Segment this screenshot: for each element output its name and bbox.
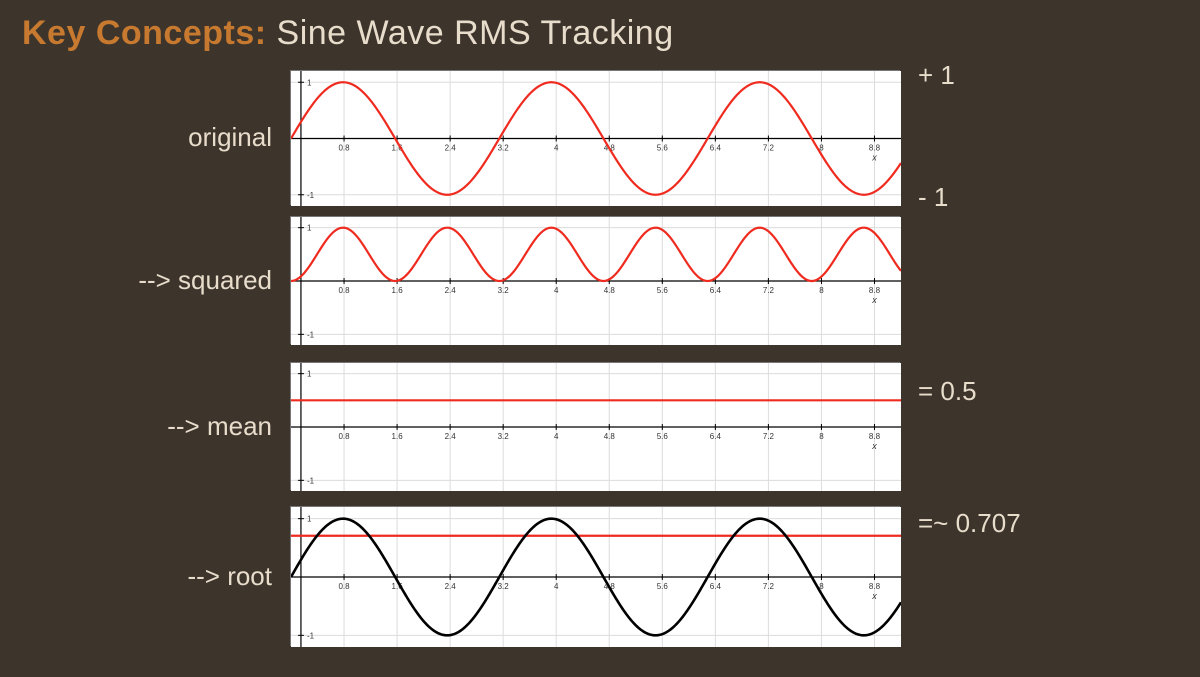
y-tick-label: 1 [307, 370, 312, 379]
chart-wrap-root: 0.81.62.43.244.85.66.47.288.8-11x [290, 506, 900, 646]
x-tick-label: 8.8 [869, 144, 881, 153]
x-tick-label: 4.8 [604, 286, 616, 295]
x-tick-label: 0.8 [338, 286, 350, 295]
x-tick-label: 2.4 [445, 286, 457, 295]
annotation-mean-0: = 0.5 [918, 376, 977, 407]
slide-title: Key Concepts: Sine Wave RMS Tracking [22, 14, 674, 53]
x-tick-label: 5.6 [657, 286, 669, 295]
row-label-squared: --> squared [0, 265, 290, 296]
x-axis-label: x [871, 591, 877, 601]
x-tick-label: 3.2 [498, 432, 510, 441]
x-tick-label: 7.2 [763, 432, 775, 441]
x-tick-label: 6.4 [710, 582, 722, 591]
x-axis-label: x [871, 441, 877, 451]
x-tick-label: 8.8 [869, 432, 881, 441]
x-tick-label: 4.8 [604, 432, 616, 441]
x-tick-label: 2.4 [445, 582, 457, 591]
y-tick-label: 1 [307, 224, 312, 233]
x-tick-label: 8.8 [869, 286, 881, 295]
annotation-root-0: =~ 0.707 [918, 508, 1021, 539]
x-tick-label: 5.6 [657, 582, 669, 591]
x-tick-label: 7.2 [763, 582, 775, 591]
x-tick-label: 3.2 [498, 582, 510, 591]
x-tick-label: 0.8 [338, 582, 350, 591]
y-tick-label: -1 [307, 330, 315, 339]
row-label-original: original [0, 122, 290, 153]
chart-wrap-original: 0.81.62.43.244.85.66.47.288.8-11x [290, 70, 900, 205]
row-original: original0.81.62.43.244.85.66.47.288.8-11… [0, 70, 1200, 205]
row-label-root: --> root [0, 561, 290, 592]
y-tick-label: 1 [307, 78, 312, 87]
mean-chart: 0.8 1.6 2.4 3.2 4 4.8 5.6 6.4 7.2 8 8.8 -1 1 x [291, 363, 901, 491]
annotation-original-1: - 1 [918, 182, 948, 213]
x-tick-label: 2.4 [445, 432, 457, 441]
y-tick-label: -1 [307, 191, 315, 200]
title-accent: Key Concepts: [22, 14, 267, 52]
original-chart: 0.81.62.43.244.85.66.47.288.8-11x [291, 71, 901, 206]
x-tick-label: 0.8 [338, 432, 350, 441]
x-tick-label: 4 [554, 144, 559, 153]
y-tick-label: 1 [307, 515, 312, 524]
x-tick-label: 5.6 [657, 432, 669, 441]
annotation-original-0: + 1 [918, 60, 955, 91]
row-label-mean: --> mean [0, 411, 290, 442]
x-tick-label: 6.4 [710, 144, 722, 153]
chart-wrap-squared: 0.8 1.6 2.4 3.2 4 4.8 5.6 6.4 7.2 8 8.8 -1 1 x [290, 216, 900, 344]
x-tick-label: 4 [554, 582, 559, 591]
x-tick-label: 4 [554, 432, 559, 441]
x-tick-label: 3.2 [498, 144, 510, 153]
y-tick-label: -1 [307, 476, 315, 485]
x-tick-label: 6.4 [710, 432, 722, 441]
title-rest: Sine Wave RMS Tracking [277, 14, 674, 52]
squared-chart: 0.8 1.6 2.4 3.2 4 4.8 5.6 6.4 7.2 8 8.8 -1 1 x [291, 217, 901, 345]
x-tick-label: 5.6 [657, 144, 669, 153]
x-tick-label: 8 [819, 286, 824, 295]
row-squared: --> squared 0.8 1.6 2.4 3.2 4 4.8 5.6 6.4 7.2 8 8.8… [0, 216, 1200, 344]
x-axis-label: x [871, 295, 877, 305]
x-tick-label: 7.2 [763, 144, 775, 153]
x-tick-label: 1.6 [392, 286, 404, 295]
x-tick-label: 3.2 [498, 286, 510, 295]
x-tick-label: 8.8 [869, 582, 881, 591]
y-tick-label: -1 [307, 631, 315, 640]
root-chart: 0.81.62.43.244.85.66.47.288.8-11x [291, 507, 901, 647]
x-tick-label: 2.4 [445, 144, 457, 153]
x-tick-label: 1.6 [392, 432, 404, 441]
x-tick-label: 7.2 [763, 286, 775, 295]
x-tick-label: 8 [819, 432, 824, 441]
chart-wrap-mean: 0.8 1.6 2.4 3.2 4 4.8 5.6 6.4 7.2 8 8.8 -1 1 x [290, 362, 900, 490]
x-tick-label: 6.4 [710, 286, 722, 295]
x-tick-label: 0.8 [338, 144, 350, 153]
x-axis-label: x [871, 153, 877, 163]
x-tick-label: 4 [554, 286, 559, 295]
row-mean: --> mean 0.8 1.6 2.4 3.2 4 4.8 5.6 6.4 7.2 8 8.8 -1 1… [0, 362, 1200, 490]
